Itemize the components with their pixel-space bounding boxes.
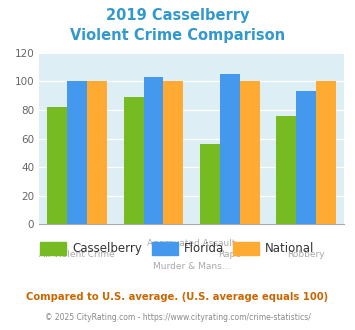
Text: All Violent Crime: All Violent Crime (39, 250, 115, 259)
Text: Aggravated Assault: Aggravated Assault (147, 239, 236, 248)
Bar (87, 82, 107, 224)
Text: Compared to U.S. average. (U.S. average equals 100): Compared to U.S. average. (U.S. average … (26, 292, 329, 302)
Bar (67, 82, 87, 224)
Bar (316, 82, 336, 224)
Bar (124, 97, 144, 224)
Text: © 2025 CityRating.com - https://www.cityrating.com/crime-statistics/: © 2025 CityRating.com - https://www.city… (45, 313, 310, 322)
Text: Rape: Rape (218, 250, 241, 259)
Text: Murder & Mans...: Murder & Mans... (153, 262, 230, 271)
Text: Robbery: Robbery (288, 250, 325, 259)
Bar (48, 107, 67, 224)
Legend: Casselberry, Florida, National: Casselberry, Florida, National (36, 237, 319, 260)
Bar (240, 82, 260, 224)
Bar (220, 74, 240, 224)
Bar (296, 91, 316, 224)
Bar (144, 77, 163, 224)
Bar (277, 116, 296, 224)
Bar (200, 144, 220, 224)
Text: Violent Crime Comparison: Violent Crime Comparison (70, 28, 285, 43)
Text: 2019 Casselberry: 2019 Casselberry (106, 8, 249, 23)
Bar (163, 82, 183, 224)
